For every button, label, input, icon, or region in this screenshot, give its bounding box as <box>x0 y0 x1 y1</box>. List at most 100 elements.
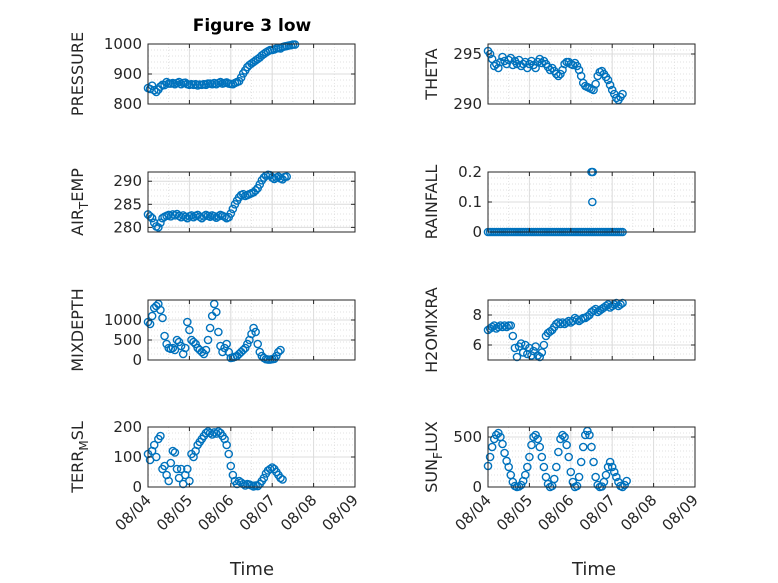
y-tick-label: 0 <box>472 223 482 241</box>
y-tick-label: 0.1 <box>458 193 482 211</box>
data-point <box>156 218 165 228</box>
data-point <box>564 452 574 462</box>
y-tick-label: 100 <box>113 448 142 466</box>
data-point <box>207 311 217 321</box>
data-point <box>145 212 155 221</box>
x-axis-label-right: Time <box>571 559 616 580</box>
y-tick-label: 290 <box>113 172 142 190</box>
data-point <box>589 306 598 315</box>
data-point <box>612 93 621 103</box>
data-point <box>558 318 567 327</box>
data-point <box>214 212 223 221</box>
data-point <box>156 431 165 441</box>
data-point <box>176 212 186 222</box>
x-tick-label: 08/09 <box>319 491 362 534</box>
data-point <box>539 462 549 472</box>
y-tick-label: 295 <box>453 45 482 63</box>
x-tick-label: 08/05 <box>493 491 536 534</box>
data-point <box>603 75 613 85</box>
data-point <box>151 301 161 311</box>
data-point <box>502 322 511 332</box>
data-point <box>180 212 190 222</box>
data-point <box>276 345 285 355</box>
data-point <box>185 325 194 335</box>
data-point <box>520 470 530 480</box>
data-point <box>518 348 528 357</box>
data-point <box>154 223 163 232</box>
data-point <box>156 82 165 91</box>
data-point <box>599 477 609 487</box>
data-point <box>226 209 236 218</box>
y-axis-label: THETA <box>422 48 441 100</box>
data-point <box>572 315 582 324</box>
y-tick-label: 6 <box>472 336 482 354</box>
data-point <box>585 430 594 440</box>
data-point <box>607 462 617 472</box>
data-point <box>228 204 238 214</box>
data-point <box>172 335 182 345</box>
y-axis-label: RAINFALL <box>422 165 441 240</box>
data-point <box>589 457 598 467</box>
data-point <box>259 473 269 483</box>
data-point <box>587 442 596 452</box>
data-point <box>616 300 625 309</box>
data-point <box>552 69 561 79</box>
y-tick-label: 285 <box>113 195 142 213</box>
data-point <box>149 85 159 95</box>
data-point <box>498 322 507 332</box>
data-point <box>183 317 192 327</box>
data-point <box>560 59 569 69</box>
data-point <box>168 343 178 353</box>
figure-title: Figure 3 low <box>193 16 312 36</box>
y-tick-label: 1000 <box>104 35 142 53</box>
data-point <box>189 337 198 347</box>
data-point <box>147 81 157 90</box>
data-point <box>537 348 547 357</box>
data-point <box>274 347 283 357</box>
data-point <box>612 472 621 482</box>
data-point <box>588 197 597 207</box>
y-tick-label: 8 <box>472 306 482 324</box>
y-tick-label: 0 <box>132 478 142 496</box>
data-point <box>253 339 263 349</box>
data-point <box>160 331 169 341</box>
y-axis-label-main: SUN <box>422 459 441 493</box>
data-point <box>537 452 547 462</box>
y-axis-label: MIXDEPTH <box>68 288 87 371</box>
axes-box <box>487 43 696 105</box>
data-point <box>537 58 547 68</box>
y-axis-label: SUNFLUX <box>422 421 445 493</box>
data-point <box>527 440 536 450</box>
data-point <box>552 462 561 472</box>
data-point <box>512 352 522 362</box>
data-point <box>500 321 509 330</box>
data-point <box>189 212 198 222</box>
y-axis-label: H2OMIXRA <box>422 287 441 373</box>
x-tick-label: 08/08 <box>277 491 320 534</box>
data-point <box>605 80 615 90</box>
axes-box <box>147 171 356 233</box>
data-point <box>216 77 225 87</box>
data-point <box>162 77 171 87</box>
data-point <box>199 212 209 221</box>
data-point <box>541 472 551 482</box>
data-point <box>278 475 287 484</box>
data-point <box>269 174 279 184</box>
data-point <box>562 318 571 327</box>
data-point <box>183 464 192 474</box>
x-tick-label: 08/04 <box>452 491 495 534</box>
data-point <box>147 213 157 223</box>
x-tick-label: 08/04 <box>112 491 155 534</box>
data-point <box>574 472 584 482</box>
data-point <box>618 298 627 308</box>
data-point <box>238 189 248 199</box>
data-point <box>531 342 540 351</box>
data-point <box>496 321 505 330</box>
y-axis-label: PRESSURE <box>68 32 87 116</box>
data-point <box>147 311 157 321</box>
data-point <box>236 347 246 357</box>
data-point <box>491 430 501 440</box>
y-axis-label-subscript: M <box>77 440 91 450</box>
data-point <box>203 335 213 345</box>
y-tick-label: 0 <box>472 478 482 496</box>
